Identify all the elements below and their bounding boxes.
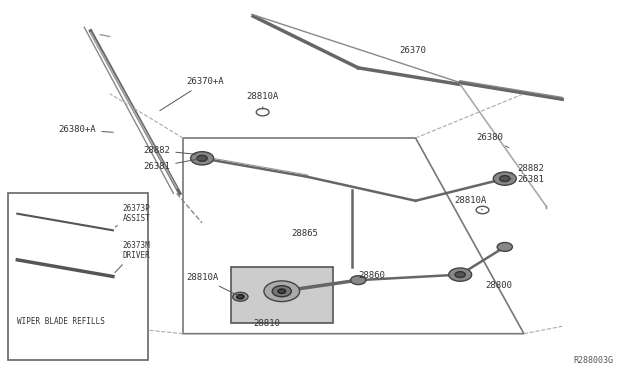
Circle shape <box>197 155 207 161</box>
Circle shape <box>476 206 489 214</box>
Circle shape <box>237 295 244 299</box>
Text: R288003G: R288003G <box>573 356 613 365</box>
Circle shape <box>278 289 285 294</box>
Text: 28860: 28860 <box>358 271 385 280</box>
Text: 26373P
ASSIST: 26373P ASSIST <box>115 204 150 227</box>
Text: 26370: 26370 <box>399 46 426 55</box>
Circle shape <box>237 295 244 299</box>
Circle shape <box>191 152 214 165</box>
Text: 26373M
DRIVER: 26373M DRIVER <box>115 241 150 273</box>
Polygon shape <box>231 267 333 323</box>
Text: 28882: 28882 <box>143 146 196 155</box>
Text: 26380+A: 26380+A <box>59 125 113 134</box>
Text: 28810: 28810 <box>253 319 280 328</box>
Circle shape <box>233 292 248 301</box>
Circle shape <box>455 272 465 278</box>
Circle shape <box>497 243 513 251</box>
Text: 28865: 28865 <box>291 229 318 238</box>
Text: 26381: 26381 <box>143 159 200 171</box>
Circle shape <box>256 109 269 116</box>
Text: WIPER BLADE REFILLS: WIPER BLADE REFILLS <box>17 317 105 327</box>
Circle shape <box>449 268 472 281</box>
Text: 26381: 26381 <box>511 175 545 184</box>
FancyBboxPatch shape <box>8 193 148 359</box>
Circle shape <box>264 281 300 302</box>
Circle shape <box>272 286 291 297</box>
Text: 28800: 28800 <box>486 280 513 289</box>
Circle shape <box>351 276 366 285</box>
Text: 28810A: 28810A <box>186 273 238 295</box>
Text: 28882: 28882 <box>511 164 545 173</box>
Text: 28810A: 28810A <box>246 92 279 109</box>
Text: 26370+A: 26370+A <box>160 77 224 110</box>
Circle shape <box>493 172 516 185</box>
Text: 26380: 26380 <box>476 133 509 148</box>
Circle shape <box>500 176 510 182</box>
Text: 28810A: 28810A <box>454 196 486 210</box>
